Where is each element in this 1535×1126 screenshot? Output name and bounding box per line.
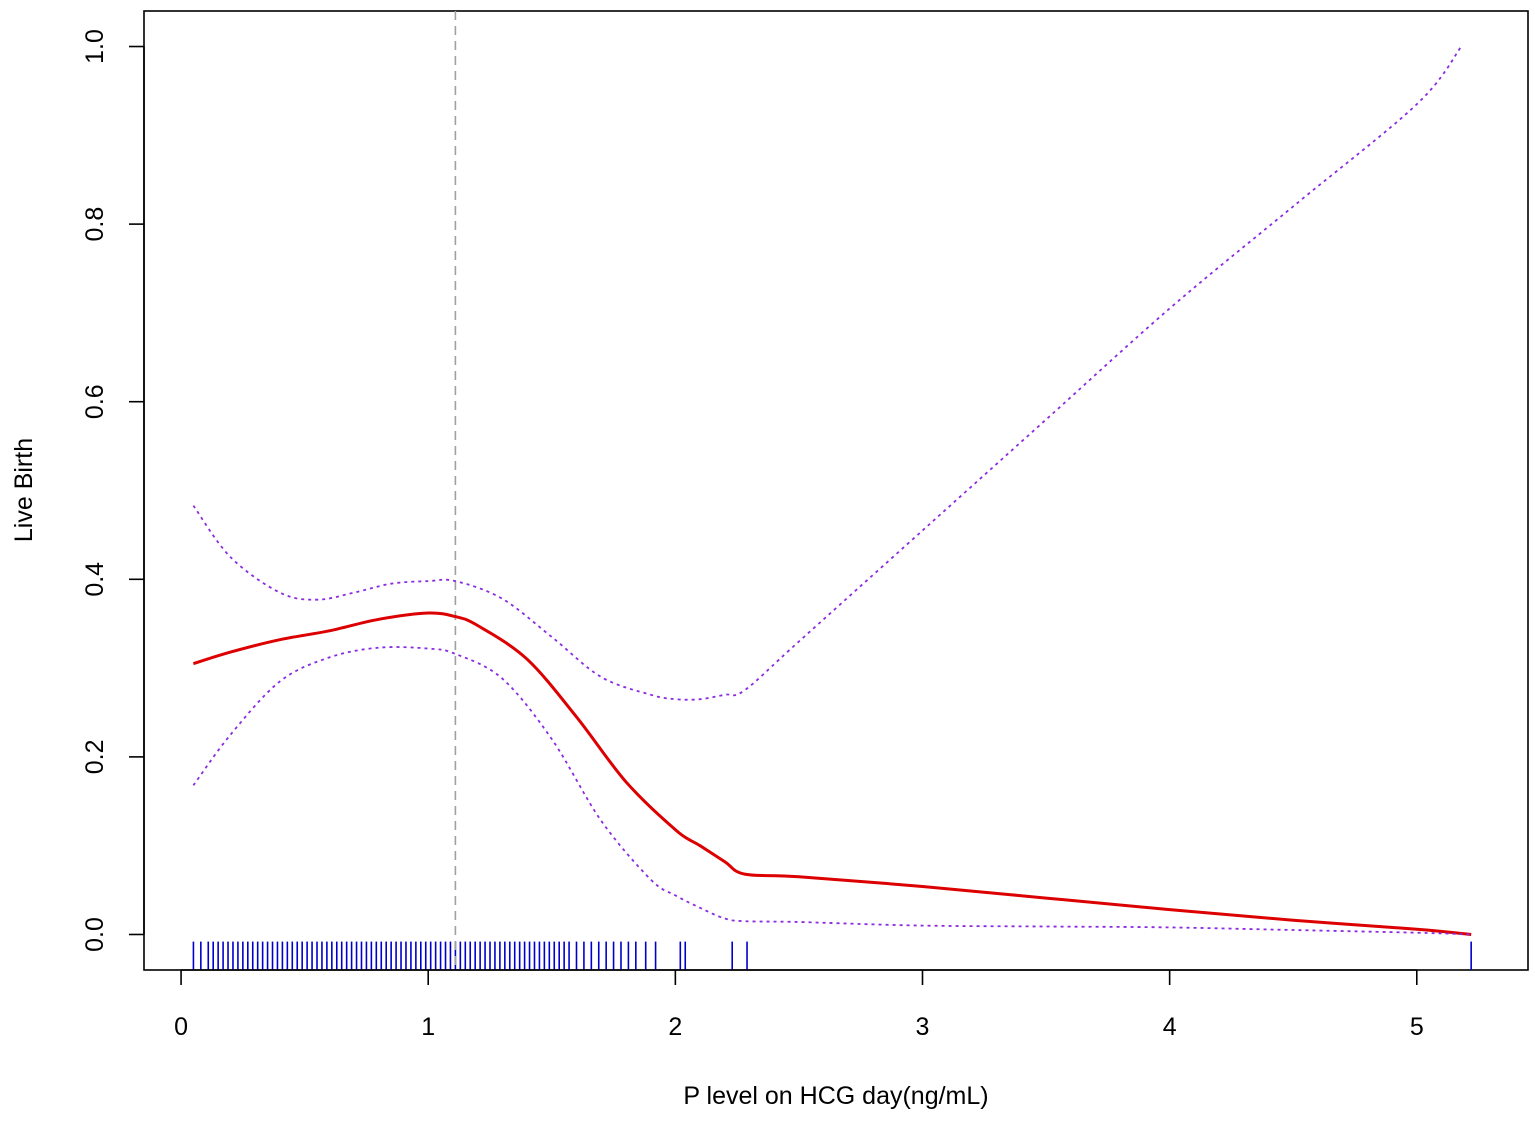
x-tick-label-3: 3 — [916, 1013, 930, 1041]
series-upper-confidence-bound — [192, 45, 1463, 701]
x-tick-label-5: 5 — [1410, 1013, 1424, 1041]
plot-frame — [143, 10, 1529, 971]
y-axis-title: Live Birth — [10, 438, 38, 542]
x-tick-label-2: 2 — [668, 1013, 682, 1041]
y-tick-label-3: 0.6 — [81, 384, 109, 419]
y-tick-label-2: 0.4 — [81, 562, 109, 597]
y-axis: 0.0 0.2 0.4 0.6 0.8 1.0 — [81, 29, 145, 952]
y-tick-label-1: 0.2 — [81, 740, 109, 775]
x-axis: 0 1 2 3 4 5 — [174, 969, 1424, 1041]
y-tick-label-5: 1.0 — [81, 29, 109, 64]
series-group — [192, 45, 1472, 936]
plot-area-border — [143, 10, 1529, 971]
y-tick-label-4: 0.8 — [81, 207, 109, 242]
rug-plot — [192, 941, 1472, 970]
x-tick-label-4: 4 — [1163, 1013, 1177, 1041]
y-tick-label-0: 0.0 — [81, 917, 109, 952]
series-fitted-curve — [192, 611, 1472, 936]
series-lower-confidence-bound — [192, 646, 1472, 936]
x-tick-label-1: 1 — [421, 1013, 435, 1041]
x-tick-label-0: 0 — [174, 1013, 188, 1041]
x-axis-title: P level on HCG day(ng/mL) — [683, 1082, 988, 1110]
